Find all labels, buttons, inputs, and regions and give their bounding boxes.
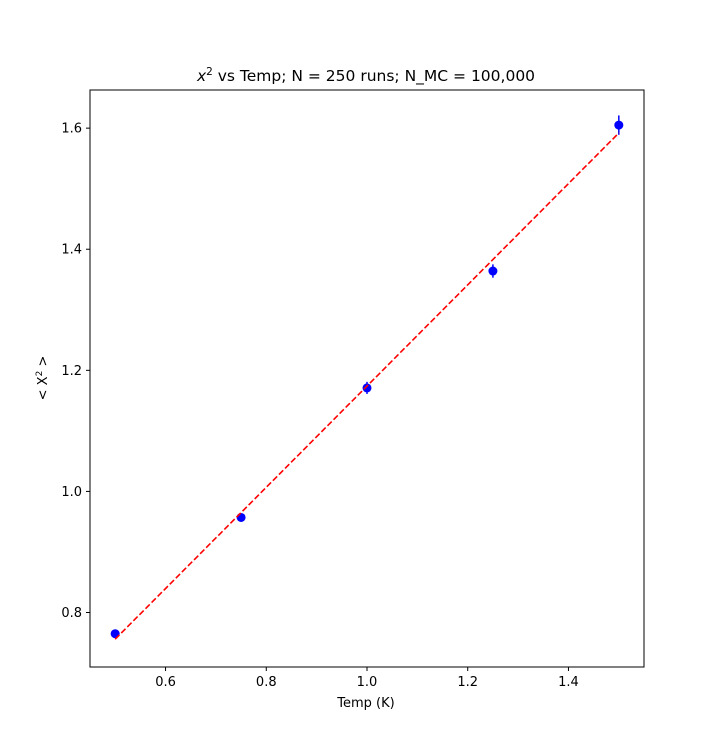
y-tick-label: 1.4 xyxy=(61,243,82,258)
x-tick-label: 1.4 xyxy=(558,675,579,690)
x-axis: 0.6 0.8 1.0 1.2 1.4 xyxy=(155,667,579,690)
plot-area xyxy=(110,115,624,640)
plot-frame xyxy=(89,89,645,668)
y-axis: 0.8 1.0 1.2 1.4 1.6 xyxy=(61,122,90,621)
y-axis-label-suffix: > xyxy=(36,356,51,371)
chart-title-exponent: 2 xyxy=(206,66,213,78)
x-tick-label: 1.0 xyxy=(357,675,378,690)
x-tick-label: 0.6 xyxy=(155,675,176,690)
y-tick-label: 1.6 xyxy=(61,122,82,137)
data-point xyxy=(362,383,372,393)
x-tick-label: 0.8 xyxy=(256,675,277,690)
data-point xyxy=(236,512,246,522)
data-point xyxy=(488,266,498,276)
y-axis-label-prefix: < X xyxy=(36,376,51,400)
y-tick-label: 1.2 xyxy=(61,364,82,379)
x-axis-label: Temp (K) xyxy=(336,696,394,711)
y-axis-label-exponent: 2 xyxy=(35,371,45,377)
y-axis-label: < X2 > xyxy=(35,356,51,401)
y-tick-label: 0.8 xyxy=(61,606,82,621)
data-point xyxy=(614,120,624,130)
chart-title: x2 vs Temp; N = 250 runs; N_MC = 100,000 xyxy=(196,66,535,86)
fit-line xyxy=(114,132,620,640)
y-tick-label: 1.0 xyxy=(61,485,82,500)
x-tick-label: 1.2 xyxy=(457,675,478,690)
chart-title-variable: x xyxy=(196,67,207,85)
chart-title-text: vs Temp; N = 250 runs; N_MC = 100,000 xyxy=(213,67,535,86)
